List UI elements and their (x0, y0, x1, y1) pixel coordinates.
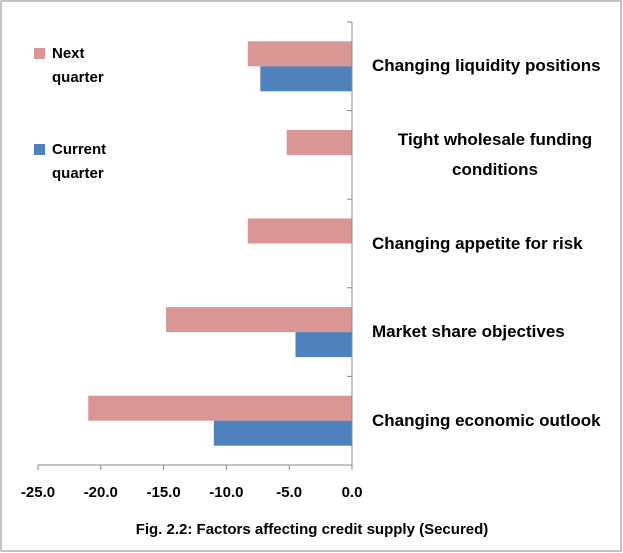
category-label: Changing liquidity positions (372, 56, 601, 76)
x-tick-label: -10.0 (209, 484, 243, 501)
x-tick-label: -15.0 (146, 484, 180, 501)
category-label: Changing economic outlook (372, 410, 601, 430)
x-tick-label: -25.0 (21, 484, 55, 501)
category-label: Market share objectives (372, 322, 565, 342)
legend-swatch (34, 48, 45, 59)
chart-title: Fig. 2.2: Factors affecting credit suppl… (136, 521, 489, 538)
x-tick-label: -5.0 (276, 484, 302, 501)
legend-label: Next quarter (52, 45, 104, 86)
x-tick-label: -20.0 (84, 484, 118, 501)
bar (295, 332, 352, 358)
x-tick-label: 0.0 (342, 484, 363, 501)
legend-label: Current quarter (52, 141, 107, 182)
bar (286, 129, 352, 155)
category-label: Changing appetite for risk (372, 233, 583, 253)
bar (247, 41, 352, 67)
category-label: Tight wholesale funding conditions (397, 129, 593, 179)
bar (213, 420, 352, 446)
bar (260, 66, 352, 92)
bar (88, 395, 353, 421)
legend-swatch (34, 144, 45, 155)
bar (247, 218, 352, 244)
bar (166, 307, 352, 333)
